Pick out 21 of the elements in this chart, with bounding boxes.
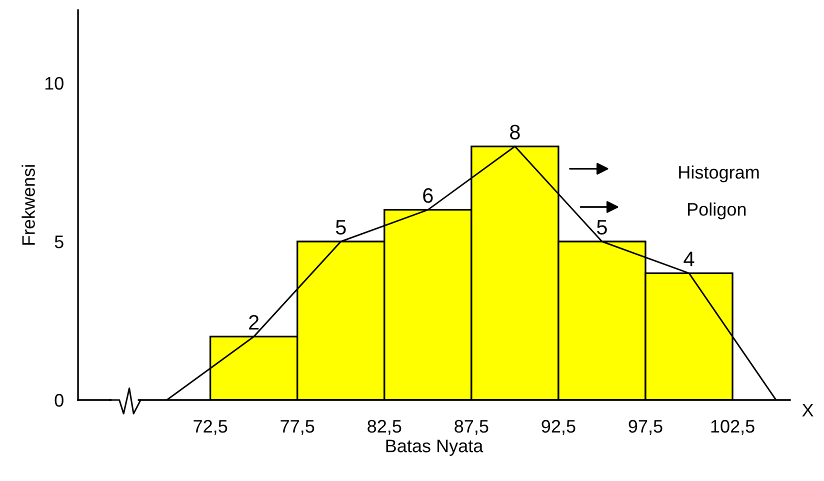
data-label: 8 <box>510 124 520 140</box>
data-label: 5 <box>597 220 607 235</box>
x-tick-label: 72,5 <box>194 420 228 435</box>
data-label: 6 <box>423 188 433 203</box>
y-tick-label: 10 <box>45 76 64 90</box>
x-tick-label: 97,5 <box>628 420 662 435</box>
x-tick-label: 77,5 <box>280 420 314 435</box>
y-axis-title: Frekwensi <box>22 165 35 245</box>
x-tick-label: 82,5 <box>368 420 402 435</box>
data-label: 2 <box>249 314 259 330</box>
annotation: Poligon <box>688 202 746 220</box>
y-tick-label: 0 <box>54 394 64 407</box>
y-tick-label: 5 <box>54 236 64 248</box>
x-tick-label: 102,5 <box>711 420 754 435</box>
annotation: Histogram <box>679 165 759 182</box>
text: X <box>802 404 814 416</box>
x-tick-label: 92,5 <box>542 420 576 435</box>
x-axis-title: Batas Nyata <box>386 440 484 456</box>
x-tick-label: 87,5 <box>454 420 488 435</box>
data-label: 5 <box>336 220 346 235</box>
data-label: 4 <box>684 252 694 266</box>
